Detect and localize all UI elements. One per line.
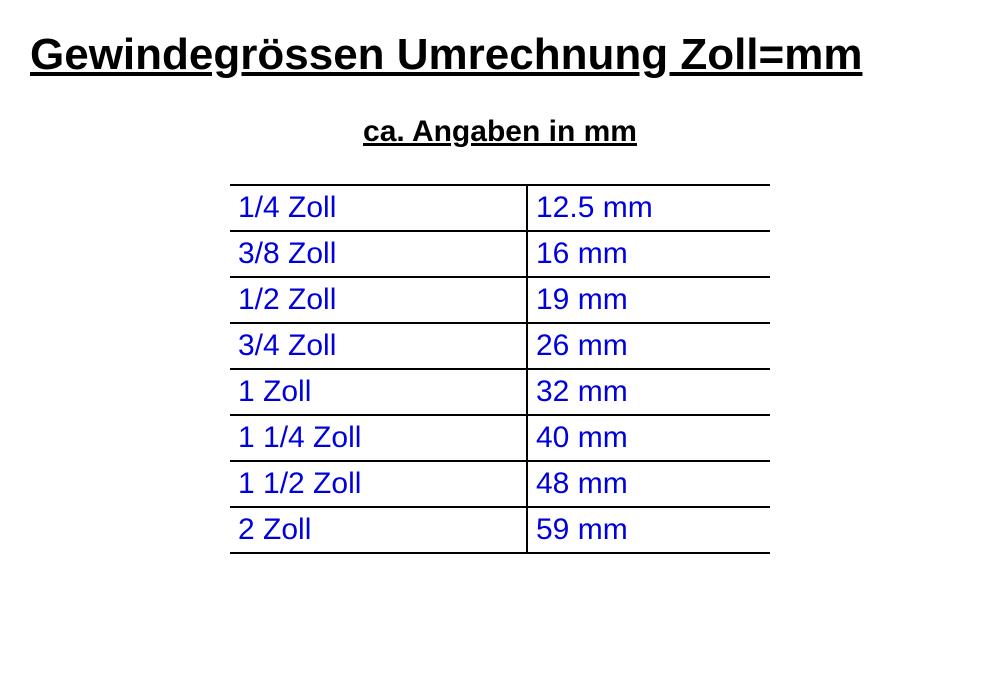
table-row: 1/2 Zoll 19 mm — [230, 277, 770, 323]
zoll-cell: 3/8 Zoll — [230, 231, 527, 277]
table-row: 1 1/4 Zoll 40 mm — [230, 415, 770, 461]
mm-cell: 26 mm — [527, 323, 770, 369]
mm-cell: 32 mm — [527, 369, 770, 415]
table-row: 1 1/2 Zoll 48 mm — [230, 461, 770, 507]
table-row: 1/4 Zoll 12.5 mm — [230, 185, 770, 231]
table-wrapper: 1/4 Zoll 12.5 mm 3/8 Zoll 16 mm 1/2 Zoll… — [20, 184, 980, 554]
mm-cell: 12.5 mm — [527, 185, 770, 231]
mm-cell: 19 mm — [527, 277, 770, 323]
zoll-cell: 1 Zoll — [230, 369, 527, 415]
mm-cell: 16 mm — [527, 231, 770, 277]
page-title: Gewindegrössen Umrechnung Zoll=mm — [20, 30, 980, 80]
zoll-cell: 1 1/4 Zoll — [230, 415, 527, 461]
zoll-cell: 1 1/2 Zoll — [230, 461, 527, 507]
table-row: 2 Zoll 59 mm — [230, 507, 770, 553]
zoll-cell: 2 Zoll — [230, 507, 527, 553]
zoll-cell: 3/4 Zoll — [230, 323, 527, 369]
mm-cell: 40 mm — [527, 415, 770, 461]
table-body: 1/4 Zoll 12.5 mm 3/8 Zoll 16 mm 1/2 Zoll… — [230, 185, 770, 553]
mm-cell: 59 mm — [527, 507, 770, 553]
zoll-cell: 1/2 Zoll — [230, 277, 527, 323]
table-row: 3/4 Zoll 26 mm — [230, 323, 770, 369]
mm-cell: 48 mm — [527, 461, 770, 507]
table-row: 1 Zoll 32 mm — [230, 369, 770, 415]
page-subtitle: ca. Angaben in mm — [20, 115, 980, 149]
conversion-table: 1/4 Zoll 12.5 mm 3/8 Zoll 16 mm 1/2 Zoll… — [230, 184, 770, 554]
table-row: 3/8 Zoll 16 mm — [230, 231, 770, 277]
zoll-cell: 1/4 Zoll — [230, 185, 527, 231]
